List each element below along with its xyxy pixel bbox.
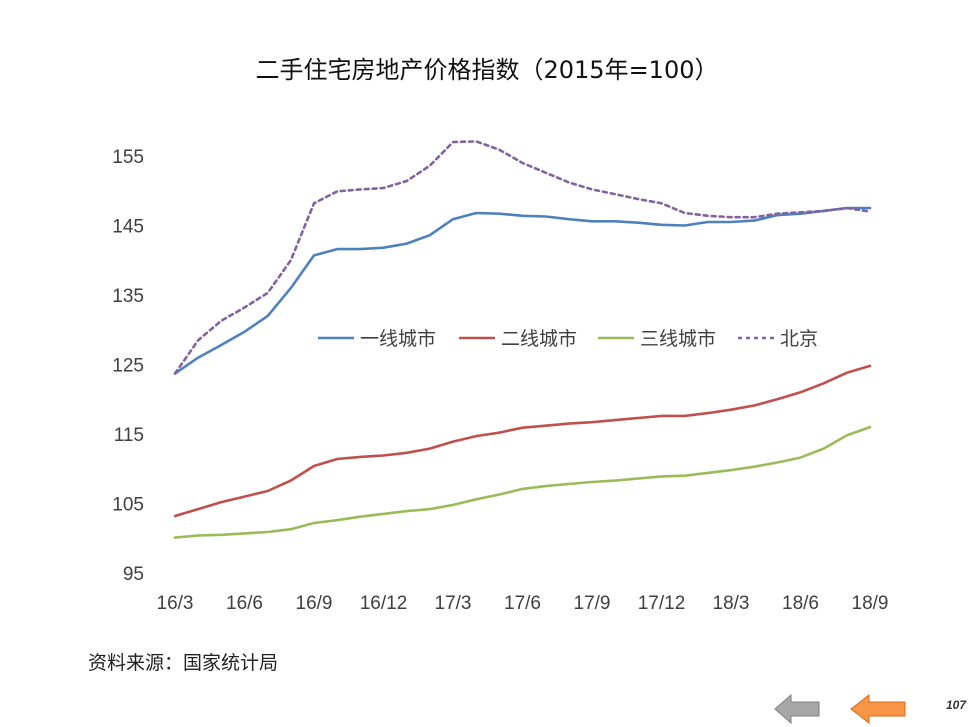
x-tick-label: 17/3: [435, 593, 472, 614]
series-lines: [173, 140, 872, 539]
line-chart: 二手住宅房地产价格指数（2015年=100） 95 105 115 125 135 145…: [112, 56, 889, 614]
x-tick-label: 18/3: [713, 593, 750, 614]
x-tick-label: 18/9: [852, 593, 889, 614]
x-tick-label: 17/9: [574, 593, 611, 614]
source-note: 资料来源：国家统计局: [88, 652, 279, 674]
chart-title: 二手住宅房地产价格指数（2015年=100）: [256, 56, 719, 84]
x-tick-label: 18/6: [782, 593, 819, 614]
legend-label: 二线城市: [501, 328, 577, 350]
legend-label: 三线城市: [640, 328, 716, 350]
y-tick-label: 155: [112, 147, 144, 168]
x-tick-label: 16/3: [157, 593, 194, 614]
series-line: [173, 140, 872, 375]
page-number: 107: [945, 698, 966, 712]
x-tick-label: 16/6: [226, 593, 263, 614]
legend-label: 北京: [780, 328, 818, 350]
y-tick-label: 115: [114, 425, 144, 446]
y-tick-label: 145: [112, 217, 144, 238]
series-line: [173, 206, 872, 375]
y-tick-label: 105: [112, 495, 144, 516]
x-tick-label: 16/12: [360, 593, 408, 614]
y-axis: 95 105 115 125 135 145 155: [112, 147, 144, 585]
y-tick-label: 125: [112, 356, 144, 377]
next-arrow-icon: [850, 694, 906, 724]
prev-page-button[interactable]: [774, 694, 820, 724]
next-page-button[interactable]: [850, 694, 906, 724]
prev-arrow-icon: [774, 694, 820, 724]
x-tick-label: 17/6: [504, 593, 541, 614]
x-tick-label: 16/9: [296, 593, 333, 614]
x-tick-label: 17/12: [638, 593, 686, 614]
legend: 一线城市 二线城市 三线城市 北京: [318, 328, 818, 350]
y-tick-label: 95: [123, 564, 144, 585]
x-axis: 16/3 16/6 16/9 16/12 17/3 17/6 17/9 17/12 18/3 18…: [157, 593, 889, 614]
series-line: [173, 364, 872, 518]
legend-label: 一线城市: [360, 328, 436, 350]
y-tick-label: 135: [112, 286, 144, 307]
series-line: [173, 425, 872, 539]
